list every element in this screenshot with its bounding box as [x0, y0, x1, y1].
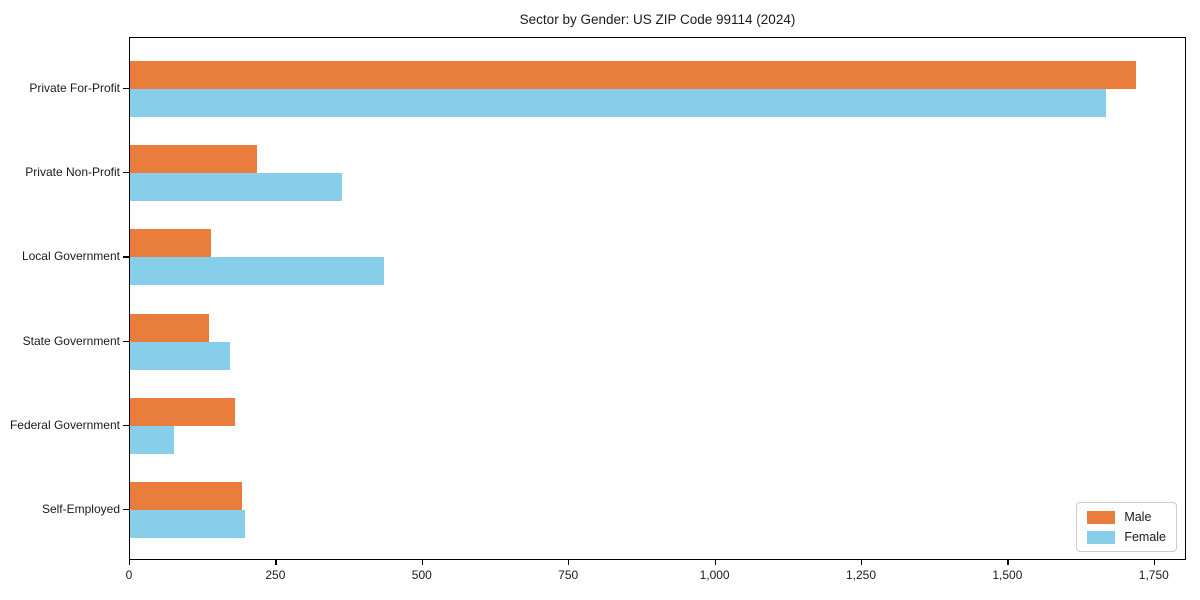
legend: Male Female	[1076, 502, 1177, 552]
x-tick-mark	[1153, 560, 1156, 565]
legend-item-female: Female	[1087, 530, 1166, 544]
y-axis-label: State Government	[22, 333, 120, 348]
x-tick-mark	[275, 560, 277, 565]
y-tick-mark	[123, 340, 129, 342]
y-tick-mark	[123, 424, 129, 427]
bar-male-1	[130, 145, 258, 174]
x-axis-label: 0	[125, 568, 133, 582]
y-axis-label: Private For-Profit	[29, 81, 120, 95]
x-axis-label: 1,750	[1138, 568, 1169, 582]
bar-female-2	[130, 257, 384, 286]
y-tick-mark	[123, 88, 129, 90]
x-tick-mark	[714, 560, 716, 565]
y-axis-label: Federal Government	[9, 417, 120, 432]
bar-male-2	[130, 229, 211, 258]
bar-male-3	[130, 313, 210, 342]
x-axis-label: 1,500	[992, 568, 1023, 582]
y-axis-label: Local Government	[21, 249, 120, 264]
bar-female-4	[130, 425, 174, 454]
x-tick-mark	[568, 560, 570, 565]
bar-male-5	[130, 482, 242, 510]
legend-swatch-female	[1087, 530, 1116, 544]
x-axis-label: 1,000	[699, 568, 730, 582]
x-tick-mark	[421, 560, 424, 565]
chart-title: Sector by Gender: US ZIP Code 99114 (202…	[519, 12, 796, 27]
x-tick-mark	[129, 560, 131, 565]
y-tick-mark	[123, 509, 129, 511]
x-axis-label: 500	[411, 568, 432, 582]
legend-label: Male	[1124, 510, 1152, 524]
bar-female-5	[130, 510, 246, 538]
x-axis-label: 1,250	[845, 568, 877, 582]
y-tick-mark	[123, 172, 129, 174]
legend-item-male: Male	[1087, 510, 1166, 524]
bar-female-0	[130, 89, 1107, 117]
bar-female-3	[130, 341, 230, 370]
x-tick-mark	[1007, 560, 1009, 565]
x-axis-label: 250	[265, 568, 286, 582]
plot-area: Male Female	[129, 37, 1186, 560]
x-axis-label: 750	[558, 568, 579, 582]
y-axis-label: Private Non-Profit	[25, 165, 120, 180]
y-axis-label: Self-Employed	[41, 502, 120, 516]
x-tick-mark	[861, 560, 863, 565]
legend-swatch-male	[1087, 510, 1116, 524]
legend-label: Female	[1124, 530, 1166, 544]
bar-female-1	[130, 173, 342, 202]
bar-male-4	[130, 397, 235, 426]
y-tick-mark	[123, 256, 129, 258]
bar-male-0	[130, 61, 1136, 89]
